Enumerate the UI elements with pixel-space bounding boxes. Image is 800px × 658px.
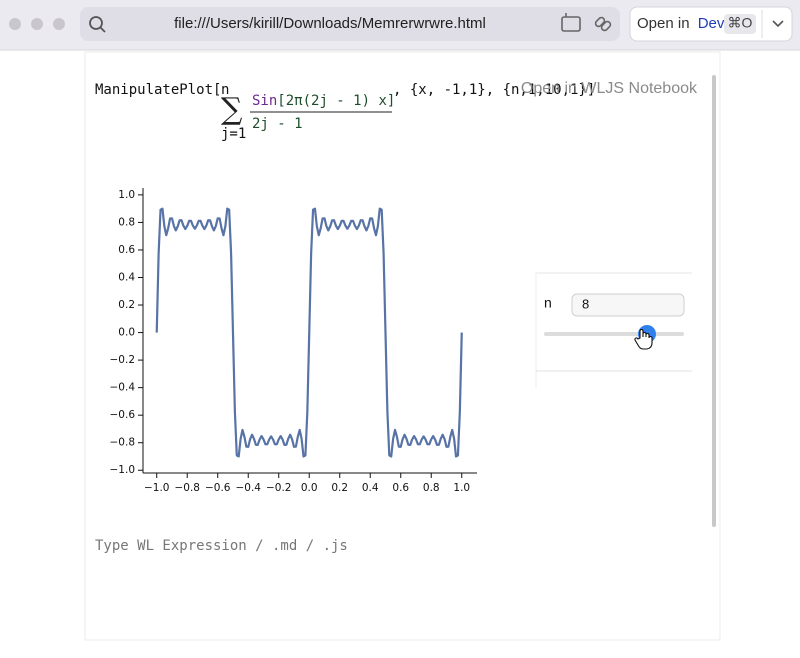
control-input[interactable]: [571, 293, 685, 317]
x-tick-label: −0.4: [235, 482, 261, 494]
numerator[interactable]: Sin[2π(2j - 1) x]: [252, 93, 395, 109]
y-tick-label: 0.0: [118, 327, 135, 339]
address-bar[interactable]: [80, 7, 620, 41]
link-icon[interactable]: [594, 16, 612, 32]
overlay-link[interactable]: Open in WLJS Notebook: [521, 80, 698, 97]
scrollbar[interactable]: [712, 75, 716, 527]
control-label: n: [544, 295, 552, 311]
window-close[interactable]: [9, 18, 21, 30]
y-tick-label: 0.2: [118, 299, 135, 311]
x-tick-label: 0.8: [423, 482, 440, 494]
x-tick-label: 0.0: [301, 482, 318, 494]
shortcut-badge: [724, 14, 756, 34]
x-tick-label: −0.2: [266, 482, 292, 494]
y-tick-label: −0.2: [110, 354, 136, 366]
denominator[interactable]: 2j - 1: [252, 116, 303, 132]
control-input-value[interactable]: 8: [582, 296, 589, 311]
open-in-app[interactable]: Dev: [698, 15, 725, 32]
window-zoom[interactable]: [53, 18, 65, 30]
y-tick-label: 0.6: [118, 244, 135, 256]
y-tick-label: 1.0: [118, 189, 135, 201]
x-tick-label: 0.2: [331, 482, 348, 494]
input-placeholder[interactable]: Type WL Expression / .md / .js: [95, 538, 348, 554]
sum-lower[interactable]: j=1: [221, 126, 246, 142]
search-icon: [89, 16, 106, 33]
slider-track[interactable]: [544, 332, 684, 336]
y-tick-label: −0.6: [110, 409, 136, 421]
x-tick-label: 0.4: [362, 482, 379, 494]
cursor: [634, 329, 653, 350]
notebook-card: [84, 51, 721, 641]
x-tick-label: −0.8: [174, 482, 200, 494]
extension-icon[interactable]: [561, 13, 581, 32]
shortcut: ⌘O: [728, 15, 753, 31]
y-tick-label: 0.8: [118, 216, 135, 228]
url[interactable]: file:///Users/kirill/Downloads/Memrerwrw…: [174, 15, 486, 32]
open-in-label[interactable]: Open in Dev: [637, 15, 725, 32]
x-tick-label: −1.0: [144, 482, 170, 494]
x-tick-label: 0.6: [392, 482, 409, 494]
window-minimize[interactable]: [31, 18, 43, 30]
sum-symbol[interactable]: ∑: [221, 92, 243, 127]
x-tick-label: −0.6: [205, 482, 231, 494]
open-in-prefix[interactable]: Open in: [637, 15, 690, 32]
x-tick-label: 1.0: [453, 482, 470, 494]
numerator-fn[interactable]: Sin: [252, 93, 277, 109]
y-tick-label: −0.8: [110, 437, 136, 449]
numerator-arg[interactable]: [2π(2j - 1) x]: [277, 93, 395, 109]
y-tick-label: −1.0: [110, 464, 136, 476]
data-line: [155, 207, 463, 458]
dropdown-chevron[interactable]: [772, 20, 784, 28]
code-head[interactable]: ManipulatePlot[: [95, 82, 221, 98]
y-tick-label: 0.4: [118, 271, 135, 283]
y-tick-label: −0.4: [110, 382, 136, 394]
code-tail[interactable]: , {x, -1,1}, {n,1,10,1}]: [393, 82, 595, 98]
sum-upper[interactable]: n: [221, 82, 229, 98]
